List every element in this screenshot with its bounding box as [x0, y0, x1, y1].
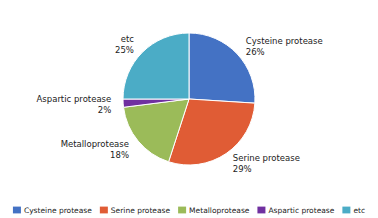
legend-swatch: [178, 207, 186, 214]
legend-label: Serine protease: [111, 206, 171, 215]
legend-swatch: [342, 207, 350, 214]
slice-label: Cysteine protease: [246, 36, 323, 46]
legend-item: etc: [342, 206, 365, 215]
pie-slice: [123, 99, 189, 107]
legend-item: Cysteine protease: [13, 206, 92, 215]
data-label: 18%: [110, 150, 129, 160]
chart: Cysteine protease26%Serine protease29%Me…: [0, 0, 378, 218]
pie-slice: [124, 99, 189, 162]
legend-item: Serine protease: [100, 206, 171, 215]
pie: [123, 33, 255, 165]
data-label: 29%: [233, 164, 252, 174]
slice-label: Aspartic protease: [37, 94, 112, 104]
legend-swatch: [13, 207, 21, 214]
slice-label: etc: [121, 34, 135, 44]
legend-label: Cysteine protease: [24, 206, 92, 215]
legend-swatch: [100, 207, 108, 214]
legend-swatch: [257, 207, 265, 214]
legend-label: Metalloprotease: [189, 206, 250, 215]
legend-label: Aspartic protease: [268, 206, 334, 215]
data-label: 2%: [98, 105, 112, 115]
legend-item: Metalloprotease: [178, 206, 250, 215]
labels: Cysteine protease26% Serine protease29% Me…: [37, 34, 323, 174]
legend-item: Aspartic protease: [257, 206, 334, 215]
data-label: 26%: [246, 47, 265, 57]
legend: Cysteine protease Serine protease Metallop…: [13, 206, 365, 215]
data-label: 25%: [115, 45, 134, 55]
slice-label: Serine protease: [233, 153, 300, 163]
legend-label: etc: [353, 206, 365, 215]
slice-label: Metalloprotease: [61, 139, 129, 149]
